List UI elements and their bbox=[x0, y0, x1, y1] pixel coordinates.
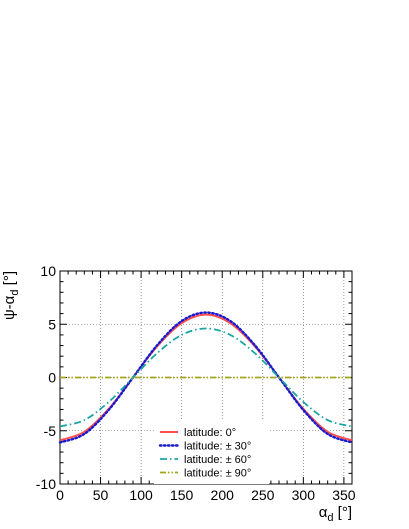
x-tick-label: 150 bbox=[170, 487, 194, 503]
legend-label-1: latitude: ± 30° bbox=[184, 441, 251, 453]
legend-label-3: latitude: ± 90° bbox=[184, 468, 251, 480]
series-lines bbox=[58, 311, 354, 444]
y-tick-label: 5 bbox=[48, 316, 56, 332]
y-axis-label: ψ-αd [°] bbox=[1, 271, 21, 320]
x-tick-label: 50 bbox=[93, 487, 109, 503]
y-tick-label: -5 bbox=[44, 423, 57, 439]
legend: latitude: 0° latitude: ± 30°latitude: ± 6… bbox=[154, 421, 269, 484]
x-axis-label: αd [°] bbox=[319, 504, 352, 524]
series-line-2 bbox=[59, 327, 353, 428]
x-tick-label: 300 bbox=[292, 487, 316, 503]
legend-label-2: latitude: ± 60° bbox=[184, 454, 251, 466]
x-tick-label: 200 bbox=[211, 487, 235, 503]
y-tick-label: -10 bbox=[36, 476, 56, 492]
x-tick-label: 350 bbox=[332, 487, 356, 503]
series-line-1 bbox=[58, 311, 354, 444]
y-tick-label: 0 bbox=[48, 370, 56, 386]
x-tick-label: 250 bbox=[251, 487, 275, 503]
x-tick-label: 0 bbox=[56, 487, 64, 503]
legend-label-0: latitude: 0° bbox=[184, 427, 236, 439]
y-tick-label: 10 bbox=[40, 263, 56, 279]
x-tick-label: 100 bbox=[129, 487, 153, 503]
